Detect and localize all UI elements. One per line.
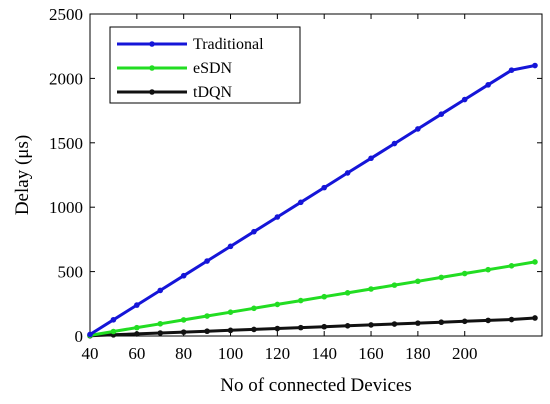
- data-point-esdn: [438, 274, 445, 281]
- data-point-esdn: [274, 301, 281, 308]
- data-point-tdqn: [485, 317, 491, 324]
- x-axis-title: No of connected Devices: [220, 375, 412, 396]
- data-point-traditional: [461, 96, 468, 103]
- data-point-esdn: [227, 309, 234, 315]
- data-point-esdn: [110, 328, 117, 335]
- data-point-esdn: [297, 297, 304, 304]
- legend-marker-esdn: [149, 65, 155, 71]
- plot-series: [87, 62, 538, 339]
- data-point-esdn: [368, 286, 374, 292]
- data-point-esdn: [134, 324, 140, 331]
- data-point-traditional: [204, 258, 210, 264]
- x-tick-label: 140: [311, 344, 337, 363]
- data-point-esdn: [532, 259, 538, 265]
- data-point-esdn: [461, 270, 468, 277]
- legend-label-traditional: Traditional: [193, 36, 264, 53]
- y-axis-title: Delay (μs): [12, 135, 33, 215]
- x-tick-label: 100: [218, 344, 244, 363]
- data-point-esdn: [157, 320, 164, 327]
- data-point-esdn: [251, 305, 257, 312]
- data-point-tdqn: [438, 319, 445, 326]
- legend-box: [109, 26, 301, 104]
- data-point-tdqn: [180, 329, 187, 335]
- data-point-tdqn: [274, 325, 281, 332]
- data-point-traditional: [297, 199, 304, 206]
- x-tick-label: 80: [175, 344, 192, 363]
- data-point-traditional: [344, 170, 351, 176]
- data-point-esdn: [180, 317, 187, 323]
- data-point-traditional: [438, 111, 445, 118]
- data-point-traditional: [532, 62, 538, 69]
- data-point-traditional: [110, 316, 117, 323]
- legend-marker-traditional: [149, 41, 155, 47]
- data-point-esdn: [485, 266, 491, 273]
- data-point-tdqn: [344, 323, 351, 329]
- y-tick-label: 2500: [49, 5, 83, 24]
- data-point-tdqn: [157, 330, 164, 336]
- series-line-traditional: [89, 64, 536, 336]
- data-point-esdn: [415, 278, 421, 285]
- data-point-tdqn: [227, 327, 234, 334]
- data-point-tdqn: [508, 316, 515, 323]
- x-tick-label: 180: [405, 344, 431, 363]
- data-point-esdn: [344, 290, 351, 296]
- series-line-tdqn: [89, 316, 536, 338]
- data-point-traditional: [87, 331, 93, 338]
- data-point-esdn: [508, 263, 515, 269]
- x-tick-label: 40: [82, 344, 99, 363]
- series-line-esdn: [89, 260, 536, 337]
- data-point-tdqn: [391, 321, 398, 327]
- y-tick-label: 0: [75, 327, 84, 346]
- legend-marker-tdqn: [149, 89, 155, 95]
- data-point-traditional: [415, 126, 421, 132]
- data-point-traditional: [180, 272, 187, 279]
- data-point-tdqn: [461, 318, 468, 325]
- data-point-tdqn: [368, 322, 374, 328]
- data-point-traditional: [157, 287, 164, 294]
- data-point-traditional: [227, 243, 234, 250]
- x-tick-label: 200: [452, 344, 478, 363]
- legend-label-esdn: eSDN: [193, 60, 233, 77]
- data-point-tdqn: [297, 324, 304, 331]
- series-tdqn: [87, 315, 538, 339]
- y-tick-label: 1500: [49, 134, 83, 153]
- x-tick-label: 160: [358, 344, 384, 363]
- data-point-traditional: [508, 67, 515, 73]
- data-point-traditional: [134, 302, 140, 308]
- legend-label-tdqn: tDQN: [193, 84, 233, 101]
- y-tick-label: 2000: [49, 69, 83, 88]
- data-point-traditional: [274, 214, 281, 220]
- data-point-tdqn: [415, 320, 421, 326]
- data-point-esdn: [204, 313, 210, 319]
- data-point-tdqn: [321, 323, 327, 330]
- data-point-traditional: [251, 228, 257, 235]
- data-point-tdqn: [204, 328, 210, 335]
- data-point-esdn: [321, 293, 327, 300]
- data-point-traditional: [485, 82, 491, 88]
- data-point-traditional: [321, 184, 327, 191]
- y-axis: 0 500 1000 1500 2000 2500: [49, 5, 542, 346]
- series-traditional: [87, 62, 538, 338]
- x-tick-label: 60: [128, 344, 145, 363]
- plot-frame: [89, 13, 543, 337]
- data-point-traditional: [368, 155, 374, 162]
- data-point-tdqn: [532, 315, 538, 321]
- data-point-traditional: [391, 140, 398, 147]
- x-tick-label: 120: [265, 344, 291, 363]
- data-point-esdn: [391, 282, 398, 288]
- data-point-tdqn: [251, 326, 257, 333]
- legend: Traditional eSDN tDQN: [109, 26, 301, 104]
- y-tick-label: 500: [58, 263, 84, 282]
- data-point-tdqn: [134, 331, 140, 337]
- y-tick-label: 1000: [49, 198, 83, 217]
